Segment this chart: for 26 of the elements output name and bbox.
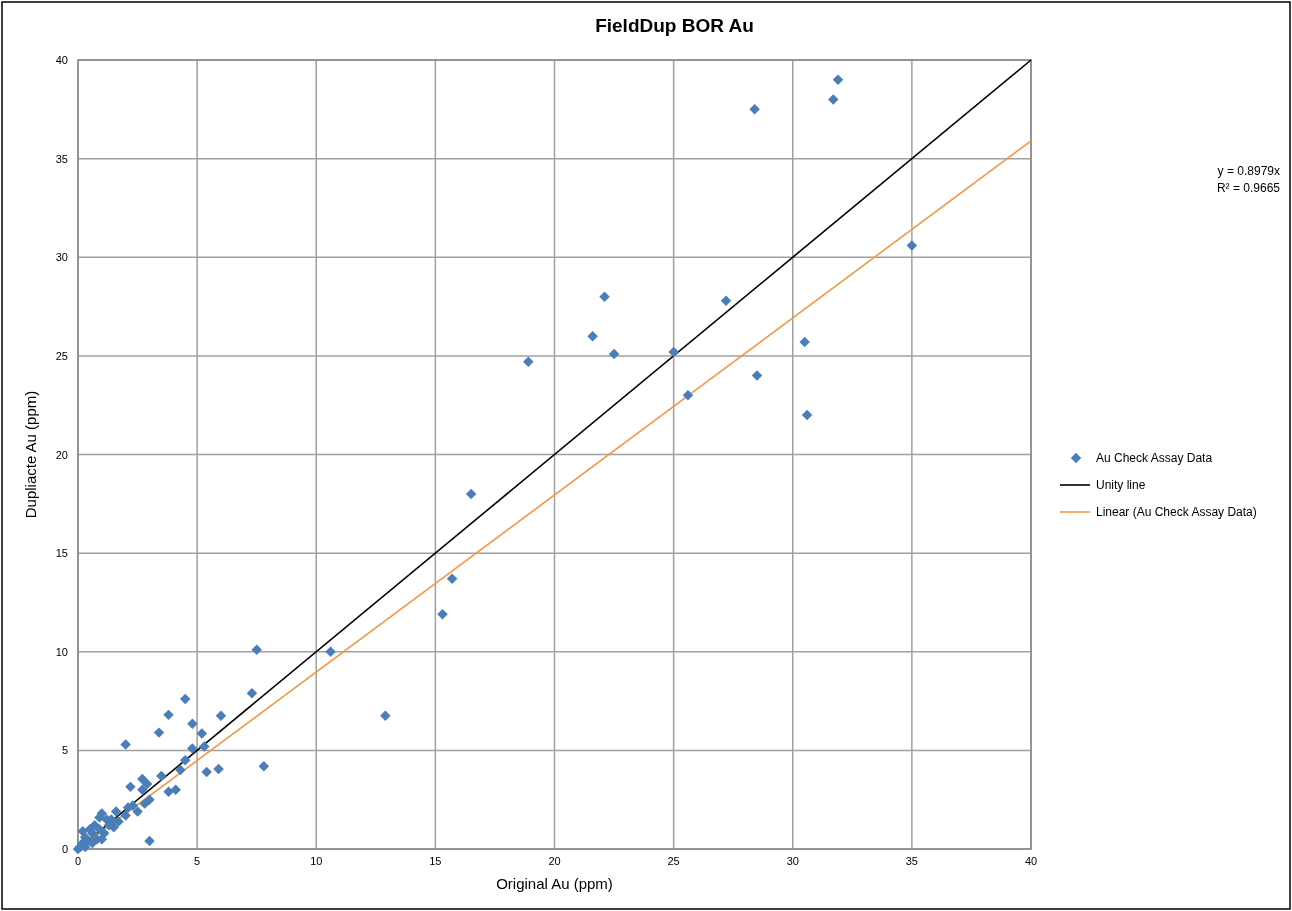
x-tick-label: 40 bbox=[1024, 855, 1038, 867]
y-tick-label: 5 bbox=[61, 744, 68, 757]
x-tick-label: 20 bbox=[548, 855, 561, 867]
y-tick-label: 20 bbox=[55, 448, 68, 461]
y-tick-label: 40 bbox=[55, 54, 68, 66]
text: R² = 0.9665 bbox=[1216, 181, 1281, 195]
y-tick-label: 10 bbox=[55, 645, 68, 658]
y-tick-label: 0 bbox=[61, 843, 68, 855]
text: y = 0.8979x bbox=[1217, 164, 1280, 178]
legend-label: Unity line bbox=[1096, 478, 1146, 492]
legend-label: Au Check Assay Data bbox=[1096, 451, 1213, 465]
x-tick-label: 25 bbox=[667, 855, 680, 867]
y-tick-label: 25 bbox=[55, 349, 68, 362]
y-axis-title: Dupliacte Au (ppm) bbox=[22, 390, 39, 519]
chart-title: FieldDup BOR Au bbox=[595, 15, 754, 36]
x-axis-title: Original Au (ppm) bbox=[496, 875, 613, 892]
x-tick-label: 35 bbox=[905, 855, 918, 867]
x-tick-label: 15 bbox=[429, 855, 442, 867]
y-tick-label: 15 bbox=[55, 547, 68, 560]
x-tick-label: 0 bbox=[74, 855, 82, 867]
x-tick-label: 10 bbox=[310, 855, 323, 867]
legend-label: Linear (Au Check Assay Data) bbox=[1096, 505, 1257, 519]
y-tick-label: 35 bbox=[55, 152, 68, 165]
x-tick-label: 30 bbox=[786, 855, 799, 867]
x-tick-label: 5 bbox=[194, 855, 201, 867]
y-tick-label: 30 bbox=[55, 251, 68, 264]
